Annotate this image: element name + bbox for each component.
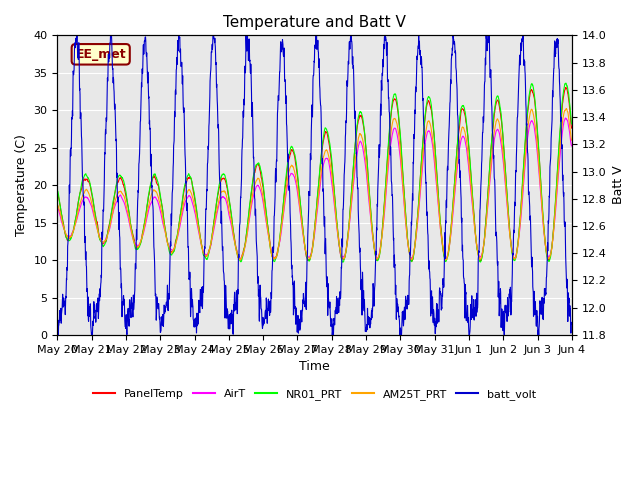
Title: Temperature and Batt V: Temperature and Batt V: [223, 15, 406, 30]
Legend: PanelTemp, AirT, NR01_PRT, AM25T_PRT, batt_volt: PanelTemp, AirT, NR01_PRT, AM25T_PRT, ba…: [89, 384, 540, 404]
Y-axis label: Batt V: Batt V: [612, 166, 625, 204]
Y-axis label: Temperature (C): Temperature (C): [15, 134, 28, 236]
X-axis label: Time: Time: [300, 360, 330, 373]
Text: EE_met: EE_met: [76, 48, 126, 61]
